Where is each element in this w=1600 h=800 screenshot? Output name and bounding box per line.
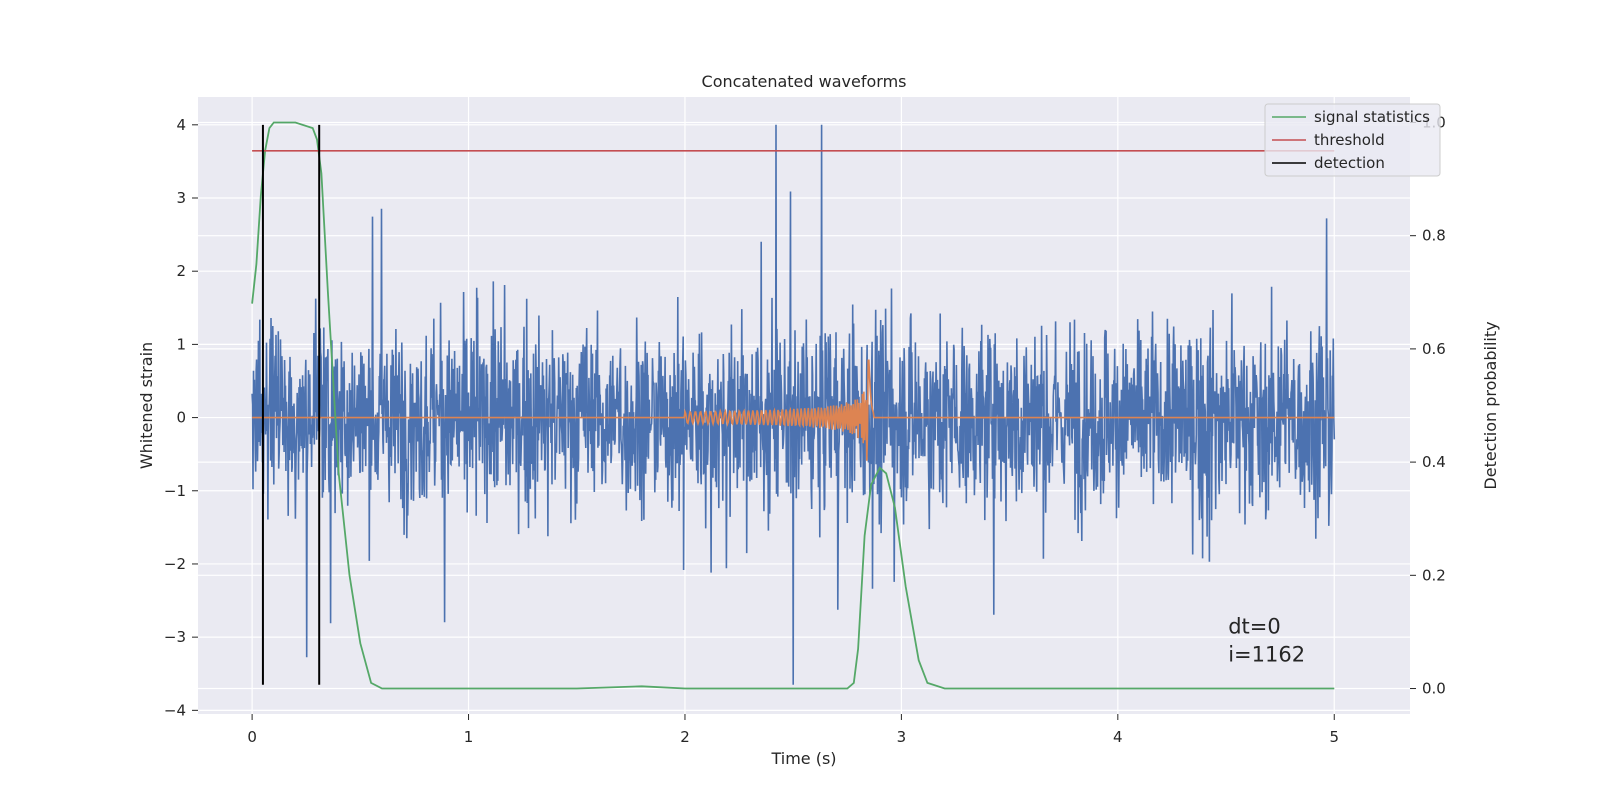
- y2-tick-label: 0.2: [1422, 566, 1446, 584]
- chart-title: Concatenated waveforms: [702, 72, 907, 91]
- y-tick-label: 4: [176, 116, 186, 134]
- y-axis-label: Whitened strain: [137, 342, 156, 469]
- x-axis-label: Time (s): [770, 749, 836, 768]
- y-tick-label: 2: [176, 262, 186, 280]
- chirp-line: [252, 359, 1335, 461]
- signal-statistics-line: [251, 121, 1335, 690]
- annotation-index: i=1162: [1228, 642, 1305, 666]
- x-tick-label: 3: [897, 728, 907, 746]
- y2-tick-label: 0.6: [1422, 340, 1446, 358]
- strain-noise-series: [251, 124, 1336, 685]
- y2-tick-label: 0.0: [1422, 680, 1446, 698]
- strain-noise-line: [251, 124, 1336, 685]
- y-tick-label: −2: [164, 555, 186, 573]
- y2-tick-label: 0.8: [1422, 227, 1446, 245]
- signal-statistics-series: [251, 121, 1335, 690]
- x-tick-label: 4: [1113, 728, 1123, 746]
- legend-label-signal-statistics: signal statistics: [1314, 108, 1430, 126]
- y-tick-label: 1: [176, 335, 186, 353]
- legend-label-threshold: threshold: [1314, 131, 1385, 149]
- y2-axis-label: Detection probability: [1481, 321, 1500, 489]
- y-tick-label: 3: [176, 189, 186, 207]
- chirp-waveform-series: [252, 359, 1335, 461]
- annotation-dt: dt=0: [1228, 614, 1281, 638]
- x-tick-label: 2: [680, 728, 690, 746]
- x-tick-label: 1: [464, 728, 474, 746]
- legend-box: [1264, 103, 1441, 177]
- y-tick-label: 0: [176, 409, 186, 427]
- x-tick-label: 0: [247, 728, 257, 746]
- x-tick-label: 5: [1329, 728, 1339, 746]
- y-tick-label: −3: [164, 628, 186, 646]
- y-tick-label: −1: [164, 482, 186, 500]
- legend: signal statistics threshold detection: [1264, 103, 1441, 177]
- detection-series: [261, 124, 321, 685]
- y-tick-label: −4: [164, 701, 186, 719]
- y2-tick-label: 0.4: [1422, 453, 1446, 471]
- legend-label-detection: detection: [1314, 154, 1385, 172]
